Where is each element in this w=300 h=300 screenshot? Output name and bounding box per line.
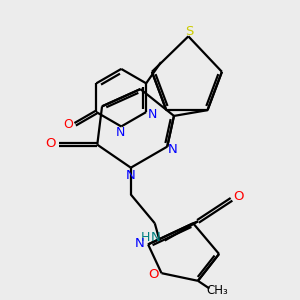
- Text: O: O: [148, 268, 159, 281]
- Text: H: H: [141, 231, 151, 244]
- Text: N: N: [150, 231, 160, 244]
- Text: N: N: [168, 143, 178, 156]
- Text: N: N: [116, 126, 125, 139]
- Text: S: S: [186, 25, 194, 38]
- Text: N: N: [126, 169, 136, 182]
- Text: N: N: [135, 237, 145, 250]
- Text: O: O: [46, 137, 56, 150]
- Text: O: O: [233, 190, 244, 203]
- Text: O: O: [63, 118, 73, 131]
- Text: CH₃: CH₃: [207, 284, 228, 297]
- Text: N: N: [148, 109, 157, 122]
